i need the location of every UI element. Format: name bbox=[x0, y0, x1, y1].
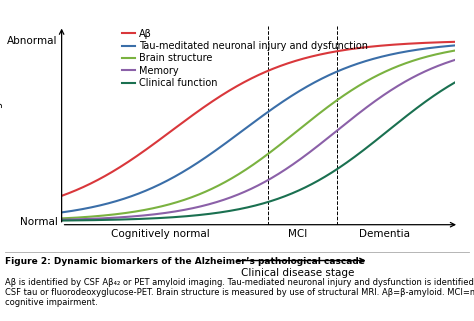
Memory bbox=[452, 58, 458, 62]
Memory bbox=[160, 211, 165, 215]
Y-axis label: Biomarker magnitude: Biomarker magnitude bbox=[0, 68, 3, 182]
Aβ bbox=[355, 46, 361, 50]
Brain structure bbox=[237, 172, 243, 176]
Memory bbox=[355, 112, 361, 116]
Aβ bbox=[59, 194, 64, 198]
Clinical function bbox=[237, 207, 243, 211]
Tau-meditated neuronal injury and dysfunction bbox=[452, 43, 458, 47]
Aβ bbox=[160, 135, 165, 139]
Tau-meditated neuronal injury and dysfunction bbox=[160, 181, 165, 185]
Text: Aβ is identified by CSF Aβ₄₂ or PET amyloid imaging. Tau-mediated neuronal injur: Aβ is identified by CSF Aβ₄₂ or PET amyl… bbox=[5, 278, 474, 308]
Clinical function bbox=[355, 152, 361, 156]
Clinical function bbox=[128, 217, 134, 221]
Aβ bbox=[128, 158, 134, 162]
Aβ bbox=[291, 60, 296, 64]
Line: Clinical function: Clinical function bbox=[62, 82, 455, 221]
Clinical function bbox=[291, 191, 296, 195]
Brain structure bbox=[291, 132, 296, 136]
Memory bbox=[59, 218, 64, 222]
Line: Brain structure: Brain structure bbox=[62, 50, 455, 218]
Clinical function bbox=[160, 216, 165, 220]
Tau-meditated neuronal injury and dysfunction bbox=[237, 131, 243, 135]
Memory bbox=[321, 139, 327, 143]
Memory bbox=[128, 215, 134, 219]
Line: Memory: Memory bbox=[62, 60, 455, 220]
Brain structure bbox=[321, 108, 327, 111]
Aβ bbox=[452, 40, 458, 44]
Tau-meditated neuronal injury and dysfunction bbox=[291, 93, 296, 97]
Tau-meditated neuronal injury and dysfunction bbox=[59, 211, 64, 214]
Aβ bbox=[321, 52, 327, 56]
Brain structure bbox=[160, 204, 165, 208]
Memory bbox=[291, 162, 296, 166]
Text: Clinical disease stage: Clinical disease stage bbox=[241, 268, 355, 279]
Brain structure bbox=[128, 210, 134, 214]
Aβ bbox=[237, 83, 243, 87]
Memory bbox=[237, 192, 243, 196]
Clinical function bbox=[321, 175, 327, 179]
Brain structure bbox=[452, 48, 458, 52]
Tau-meditated neuronal injury and dysfunction bbox=[128, 194, 134, 198]
Text: Figure 2: Dynamic biomarkers of the Alzheimer’s pathological cascade: Figure 2: Dynamic biomarkers of the Alzh… bbox=[5, 257, 365, 266]
Clinical function bbox=[59, 219, 64, 222]
Tau-meditated neuronal injury and dysfunction bbox=[355, 62, 361, 65]
Brain structure bbox=[355, 84, 361, 88]
Line: Aβ: Aβ bbox=[62, 42, 455, 196]
Legend: Aβ, Tau-meditated neuronal injury and dysfunction, Brain structure, Memory, Clin: Aβ, Tau-meditated neuronal injury and dy… bbox=[121, 29, 368, 88]
Brain structure bbox=[59, 216, 64, 220]
Line: Tau-meditated neuronal injury and dysfunction: Tau-meditated neuronal injury and dysfun… bbox=[62, 45, 455, 213]
Tau-meditated neuronal injury and dysfunction bbox=[321, 75, 327, 79]
Clinical function bbox=[452, 81, 458, 84]
